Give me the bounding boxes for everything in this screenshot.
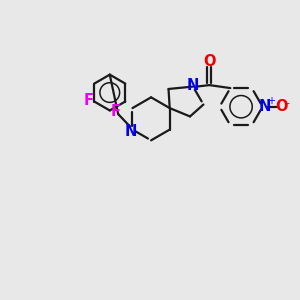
Text: N: N <box>125 124 137 139</box>
Text: +: + <box>267 96 275 106</box>
Text: N: N <box>259 99 271 114</box>
Text: O: O <box>275 99 287 114</box>
Text: -: - <box>286 98 290 108</box>
Text: O: O <box>203 54 216 69</box>
Text: N: N <box>187 79 199 94</box>
Text: F: F <box>110 103 120 118</box>
Text: F: F <box>84 93 94 108</box>
